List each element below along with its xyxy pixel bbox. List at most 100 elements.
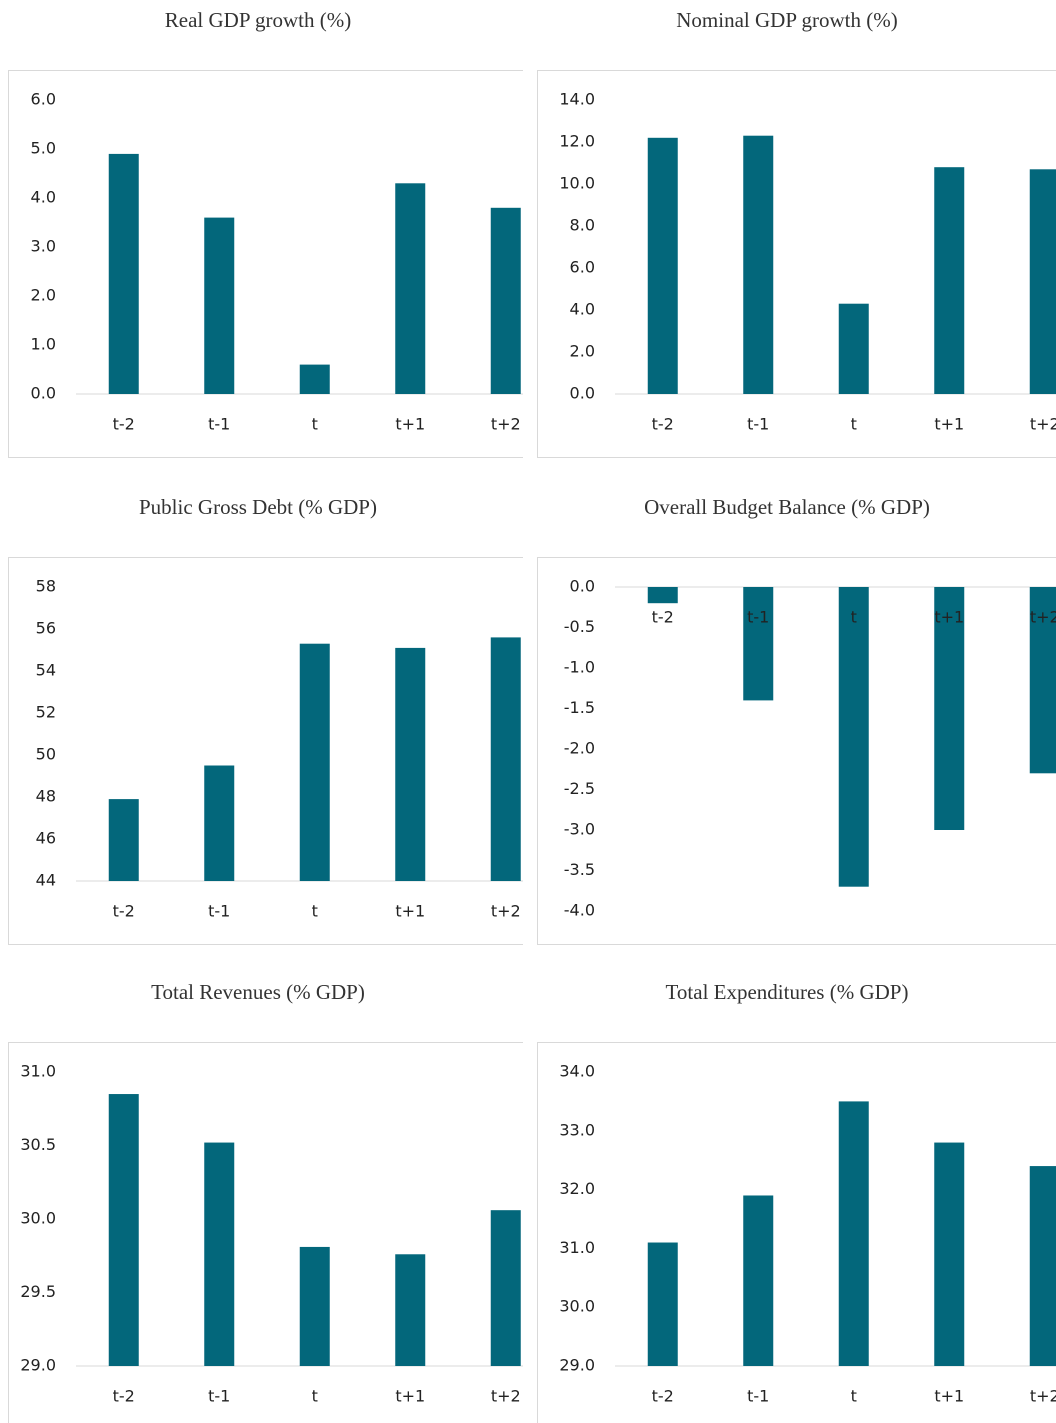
bar xyxy=(108,1094,139,1366)
bar xyxy=(204,217,235,394)
bar xyxy=(299,364,330,394)
y-tick-label: 30.0 xyxy=(20,1209,56,1228)
y-tick-label: 3.0 xyxy=(31,237,56,256)
y-tick-label: -3.5 xyxy=(564,860,595,879)
y-tick-label: 8.0 xyxy=(570,216,595,235)
y-tick-label: 1.0 xyxy=(31,335,56,354)
x-tick-label: t+2 xyxy=(491,1387,521,1406)
y-tick-label: -4.0 xyxy=(564,901,595,920)
bar xyxy=(1029,169,1056,394)
y-tick-label: 31.0 xyxy=(20,1062,56,1081)
chart-title: Public Gross Debt (% GDP) xyxy=(139,495,377,519)
x-tick-label: t xyxy=(312,1387,318,1406)
bar xyxy=(395,1254,426,1366)
bar xyxy=(838,303,869,394)
y-tick-label: 44 xyxy=(36,871,56,890)
x-tick-label: t+1 xyxy=(934,415,964,434)
chart-title: Nominal GDP growth (%) xyxy=(676,8,897,32)
bar xyxy=(1029,1166,1056,1366)
chart-panel: 29.0 30.0 31.0 32.0 33.0 34.0 t-2 t-1 t t+1 t+2 xyxy=(537,1042,1056,1423)
y-tick-label: 29.0 xyxy=(20,1356,56,1375)
y-tick-label: -3.0 xyxy=(564,820,595,839)
y-tick-label: 4.0 xyxy=(31,188,56,207)
panel-border xyxy=(537,1042,1056,1423)
y-tick-label: 52 xyxy=(36,703,56,722)
y-tick-label: 33.0 xyxy=(559,1120,595,1139)
x-tick-label: t+1 xyxy=(395,1387,425,1406)
x-tick-label: t+2 xyxy=(1030,1387,1056,1406)
y-tick-label: 29.0 xyxy=(559,1356,595,1375)
y-tick-label: 12.0 xyxy=(559,132,595,151)
bar xyxy=(934,167,965,394)
panel-border xyxy=(8,1042,523,1423)
bar xyxy=(743,135,774,394)
chart-title: Total Expenditures (% GDP) xyxy=(666,980,909,1004)
bar xyxy=(647,1242,678,1366)
x-tick-label: t-2 xyxy=(652,1387,674,1406)
bar xyxy=(108,153,139,394)
y-tick-label: 5.0 xyxy=(31,139,56,158)
x-tick-label: t xyxy=(851,608,857,627)
bar xyxy=(647,587,678,604)
x-tick-label: t-2 xyxy=(652,608,674,627)
y-tick-label: 30.5 xyxy=(20,1135,56,1154)
x-tick-label: t-2 xyxy=(113,902,135,921)
panel-border xyxy=(537,70,1056,458)
x-tick-label: t+1 xyxy=(934,1387,964,1406)
chart-title: Total Revenues (% GDP) xyxy=(151,980,365,1004)
y-tick-label: -0.5 xyxy=(564,617,595,636)
y-tick-label: 0.0 xyxy=(31,384,56,403)
bar xyxy=(647,137,678,395)
y-tick-label: 2.0 xyxy=(570,342,595,361)
bar xyxy=(204,1142,235,1366)
y-tick-label: 48 xyxy=(36,787,56,806)
y-tick-label: 0.0 xyxy=(570,384,595,403)
x-tick-label: t xyxy=(851,415,857,434)
x-tick-label: t+1 xyxy=(395,902,425,921)
x-tick-label: t-1 xyxy=(208,902,230,921)
y-tick-label: 32.0 xyxy=(559,1179,595,1198)
y-tick-label: 31.0 xyxy=(559,1238,595,1257)
y-tick-label: 29.5 xyxy=(20,1282,56,1301)
bar xyxy=(1029,587,1056,774)
y-tick-label: 10.0 xyxy=(559,174,595,193)
bar xyxy=(299,643,330,881)
x-tick-label: t-1 xyxy=(208,415,230,434)
y-tick-label: 4.0 xyxy=(570,300,595,319)
y-tick-label: 46 xyxy=(36,829,56,848)
x-tick-label: t-1 xyxy=(747,415,769,434)
chart-panel: 29.0 29.5 30.0 30.5 31.0 t-2 t-1 t t+1 t+2 xyxy=(8,1042,523,1423)
bar xyxy=(838,587,869,887)
y-tick-label: 6.0 xyxy=(31,90,56,109)
chart-panel: 0.0 2.0 4.0 6.0 8.0 10.0 12.0 14.0 t-2 t-1 t t+1 t+2 xyxy=(537,70,1056,458)
y-tick-label: -1.0 xyxy=(564,658,595,677)
bar xyxy=(934,587,965,830)
chart-title: Overall Budget Balance (% GDP) xyxy=(644,495,930,519)
bar xyxy=(299,1246,330,1366)
bar xyxy=(838,1101,869,1366)
panel-border xyxy=(8,557,523,945)
y-tick-label: 0.0 xyxy=(570,577,595,596)
x-tick-label: t+2 xyxy=(1030,415,1056,434)
chart-panel: -4.0 -3.5 -3.0 -2.5 -2.0 -1.5 -1.0 -0.5 0.0 t-2 t-… xyxy=(537,557,1056,945)
panel-border xyxy=(8,70,523,458)
y-tick-label: 2.0 xyxy=(31,286,56,305)
x-tick-label: t-1 xyxy=(747,1387,769,1406)
x-tick-label: t-2 xyxy=(652,415,674,434)
bar xyxy=(743,1195,774,1366)
y-tick-label: -1.5 xyxy=(564,698,595,717)
bar xyxy=(743,587,774,701)
y-tick-label: 6.0 xyxy=(570,258,595,277)
bar xyxy=(934,1142,965,1366)
x-tick-label: t-2 xyxy=(113,1387,135,1406)
x-tick-label: t+2 xyxy=(491,415,521,434)
y-tick-label: 34.0 xyxy=(559,1062,595,1081)
bar xyxy=(204,765,235,881)
chart-title: Real GDP growth (%) xyxy=(165,8,351,32)
chart-panel: 44 46 48 50 52 54 56 58 t-2 t-1 t t+1 t+2 xyxy=(8,557,523,945)
bar xyxy=(490,1210,521,1366)
x-tick-label: t xyxy=(312,902,318,921)
y-tick-label: -2.5 xyxy=(564,779,595,798)
y-tick-label: 50 xyxy=(36,745,56,764)
